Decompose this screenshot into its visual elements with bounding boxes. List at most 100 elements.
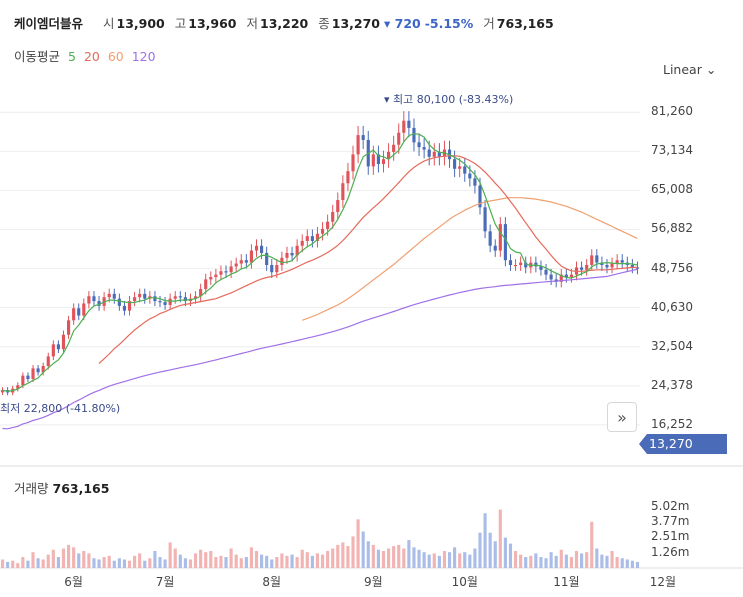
candle-body [193,296,198,299]
candle-body [143,293,147,299]
low-value: 13,220 [260,16,309,31]
price-tick-label: 16,252 [651,416,693,431]
volume-bar [397,544,401,568]
candle-body [432,151,436,157]
candle-body [36,368,40,373]
candle-body [92,296,96,302]
volume-bar [361,531,365,568]
volume-bar [26,560,30,568]
candle-body [97,301,101,306]
month-tick-label: 10월 [451,575,478,589]
volume-bar [326,550,330,568]
candle-body [376,154,380,164]
candle-body [620,260,624,263]
volume-bar [630,560,634,568]
candle-body [244,260,248,263]
candle-body [260,245,264,253]
candle-body [478,185,482,208]
volume-bar [493,541,497,568]
candle-body [224,271,228,273]
candle-body [138,293,142,298]
candle-body [168,298,172,305]
volume-bar [295,557,299,568]
volume-bar [574,550,579,568]
volume-bar [503,537,507,568]
volume-bar [346,546,350,568]
volume-bar [82,550,86,568]
volume-bar [544,558,548,568]
double-chevron-right-icon: » [617,407,627,427]
candle-body [275,265,279,273]
candle-body [635,267,640,269]
ma60-legend: 60 [107,49,124,64]
volume-bar [51,549,55,568]
volume-bar [168,542,172,568]
volume-bar [204,552,208,568]
volume-bar [260,554,264,568]
candle-body [305,236,309,241]
candle-body [21,375,25,386]
candle-body [214,274,218,278]
high-annotation: ▾ 최고 80,100 (-83.43%) [384,93,514,106]
candle-body [417,142,421,148]
candle-body [285,252,289,258]
candle-body [397,132,401,145]
volume-bar [635,561,640,568]
candle-body [361,135,365,140]
candle-body [295,245,299,256]
volume-bar [138,553,142,568]
scale-toggle-button[interactable]: Linear ⌄ [663,62,716,77]
candle-body [112,293,116,299]
candle-body [127,301,132,311]
volume-bar [529,555,533,568]
volume-bar [605,555,609,568]
stock-header: 케이엠더블유 시 13,900 고 13,960 저 13,220 종 13,270 ▾… [14,13,554,32]
volume-bar [351,536,355,568]
candle-body [351,154,355,172]
volume-bar [585,552,589,568]
volume-bar [564,554,568,568]
stock-name[interactable]: 케이엠더블유 [14,16,84,31]
volume-bar [569,557,574,568]
low-label: 저 [246,16,259,31]
candle-body [569,274,574,278]
candle-body [463,166,467,174]
candle-body [300,240,304,246]
price-tick-label: 65,008 [651,182,693,197]
month-tick-label: 8월 [262,575,282,589]
volume-bar [376,549,380,568]
volume-bar [447,552,452,568]
volume-bar [610,550,614,568]
close-value: 13,270 [331,16,381,31]
candle-body [117,298,121,306]
volume-bar [478,532,482,568]
price-tick-label: 40,630 [651,299,693,314]
volume-bar [513,550,518,568]
candle-body [549,274,553,280]
volume-bar [473,548,477,568]
volume-bar [102,557,106,568]
volume-tick-label: 3.77m [651,514,690,529]
candle-body [249,250,254,263]
volume-bar [6,561,10,568]
volume-bar [417,549,421,568]
price-tick-label: 56,882 [651,221,693,236]
scroll-to-latest-button[interactable]: » [607,402,637,432]
month-tick-label: 12월 [649,575,676,589]
volume-bar [600,554,604,568]
volume-panel-title: 거래량 763,165 [14,478,109,497]
volume-value: 763,165 [496,16,554,31]
volume-bar [468,554,472,568]
volume-bar [539,557,543,568]
candle-body [488,231,492,246]
candle-body [77,308,81,316]
moving-average-legend[interactable]: 이동평균 5 20 60 120 [14,46,160,65]
month-tick-label: 7월 [155,575,175,589]
volume-bar [143,560,147,568]
candle-body [204,279,208,290]
volume-bar [285,555,289,568]
volume-bar [371,544,375,568]
volume-bar [275,557,279,568]
volume-bar [386,548,391,568]
